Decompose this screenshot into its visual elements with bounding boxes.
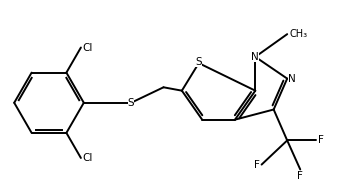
Text: Cl: Cl — [83, 153, 93, 163]
Text: S: S — [128, 98, 134, 108]
Text: F: F — [254, 160, 260, 170]
Text: F: F — [318, 135, 324, 145]
Text: N: N — [251, 52, 259, 62]
Text: CH₃: CH₃ — [289, 29, 307, 39]
Text: F: F — [297, 171, 303, 181]
Text: N: N — [288, 74, 296, 84]
Text: Cl: Cl — [83, 43, 93, 53]
Text: S: S — [196, 57, 202, 67]
